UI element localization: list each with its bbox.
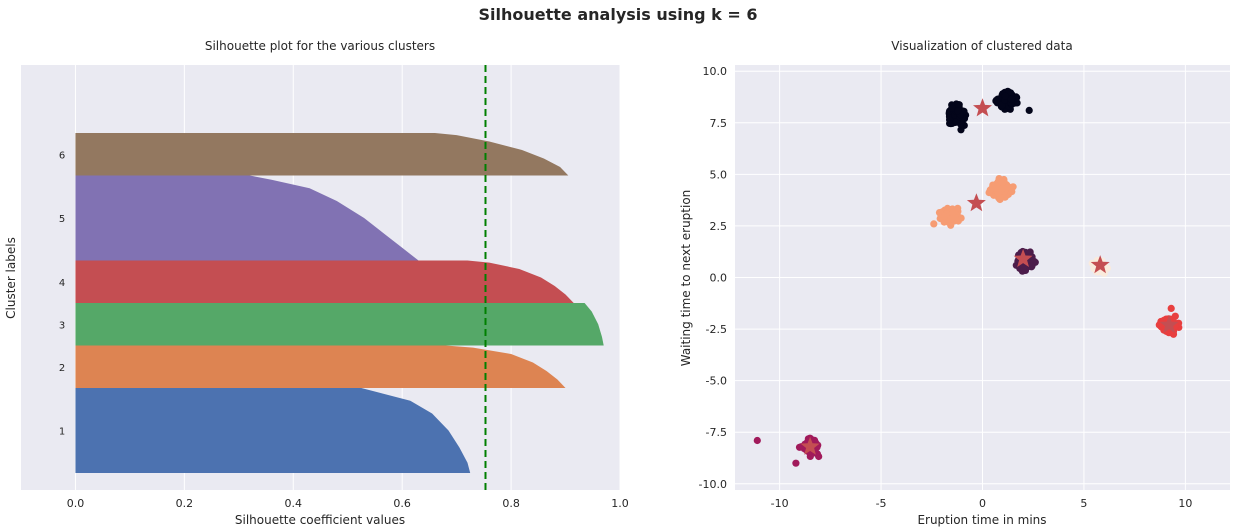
data-point — [1007, 95, 1015, 104]
cluster-label: 1 — [59, 427, 65, 438]
silhouette-plot-title: Silhouette plot for the various clusters — [205, 39, 435, 53]
scatter-x-tick: 5 — [1080, 497, 1087, 510]
data-point — [954, 101, 963, 109]
data-point — [940, 212, 949, 220]
scatter-x-tick: 10 — [1178, 497, 1192, 510]
data-point — [1001, 92, 1010, 100]
cluster-label: 2 — [59, 363, 65, 374]
scatter-y-tick: -2.5 — [706, 323, 727, 336]
cluster-center-star — [1159, 315, 1179, 333]
scatter-x-tick: 0 — [979, 497, 986, 510]
scatter-x-tick: -10 — [771, 497, 789, 510]
data-point — [1167, 304, 1175, 312]
silhouette-x-tick: 0.2 — [176, 497, 194, 510]
figure-title: Silhouette analysis using k = 6 — [479, 5, 758, 24]
silhouette-band-cluster-4 — [75, 260, 574, 303]
scatter-plot-title: Visualization of clustered data — [891, 39, 1072, 53]
cluster-label: 4 — [59, 278, 65, 289]
cluster-center-star — [1090, 255, 1110, 274]
data-point — [998, 101, 1006, 109]
data-point — [1004, 183, 1013, 191]
silhouette-y-axis-label: Cluster labels — [4, 237, 18, 319]
data-point — [815, 452, 823, 461]
cluster-center-star — [800, 436, 820, 455]
data-point — [954, 204, 962, 212]
cluster-center-star — [1013, 248, 1033, 267]
silhouette-plot: 1 2 3 4 5 6 0.0 0.2 0.4 0.6 0.8 1.0 Silhouette plo… — [4, 39, 629, 527]
data-point — [948, 104, 956, 112]
data-point — [997, 178, 1006, 186]
data-point — [952, 118, 961, 126]
silhouette-band-cluster-2 — [75, 345, 566, 388]
data-point — [949, 213, 957, 222]
silhouette-x-tick: 0.4 — [285, 497, 303, 510]
scatter-x-axis-label: Eruption time in mins — [917, 513, 1046, 527]
scatter-x-tick: -5 — [876, 497, 887, 510]
data-point — [1018, 267, 1026, 275]
data-point — [1169, 330, 1178, 338]
data-point — [1027, 263, 1036, 271]
silhouette-x-tick: 0.6 — [393, 497, 411, 510]
silhouette-band-cluster-6 — [75, 133, 569, 176]
scatter-y-tick: -10.0 — [699, 478, 727, 491]
cluster-label: 6 — [59, 150, 65, 161]
silhouette-band-cluster-3 — [75, 303, 604, 346]
silhouette-x-tick: 0.0 — [67, 497, 85, 510]
scatter-y-tick: 10.0 — [703, 65, 728, 78]
silhouette-band-cluster-1 — [75, 388, 471, 473]
data-point — [998, 184, 1007, 193]
scatter-y-tick: 7.5 — [710, 117, 728, 130]
data-point — [753, 436, 761, 445]
cluster-scatter-plot: -10 -5 0 5 10 10.0 7.5 5.0 2.5 0.0 -2.5 -5.0 -7.5 -1… — [679, 39, 1230, 527]
scatter-y-axis-label: Waiting time to next eruption — [679, 190, 693, 367]
data-point — [930, 220, 938, 228]
data-point — [792, 459, 800, 467]
cluster-center-star — [973, 98, 992, 117]
data-point — [954, 107, 962, 115]
scatter-y-tick: 2.5 — [710, 220, 728, 233]
silhouette-band-cluster-5 — [75, 175, 419, 261]
cluster-label: 3 — [59, 320, 65, 331]
scatter-y-tick: 0.0 — [710, 272, 728, 285]
silhouette-x-tick: 1.0 — [611, 497, 629, 510]
data-point — [1025, 106, 1033, 114]
silhouette-x-axis-label: Silhouette coefficient values — [235, 513, 405, 527]
silhouette-x-tick: 0.8 — [502, 497, 520, 510]
cluster-label: 5 — [59, 214, 65, 225]
scatter-y-tick: 5.0 — [710, 168, 728, 181]
data-point — [991, 184, 999, 192]
data-point — [992, 97, 1000, 105]
scatter-y-tick: -7.5 — [706, 426, 727, 439]
scatter-y-tick: -5.0 — [706, 375, 727, 388]
cluster-center-star — [966, 193, 986, 212]
